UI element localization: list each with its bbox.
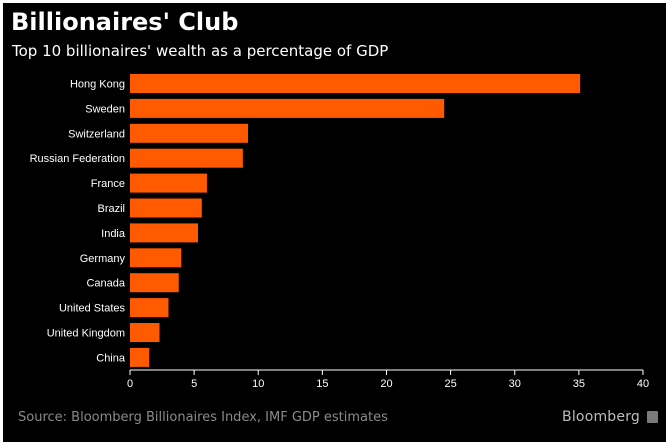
source-note: Source: Bloomberg Billionaires Index, IM… [18,410,388,425]
bar-india [130,223,198,243]
x-tick-label: 30 [509,378,521,390]
bar-russian-federation [130,148,243,168]
bar-france [130,173,207,193]
category-label: United States [59,303,126,315]
bar-brazil [130,198,202,218]
bar-united-kingdom [130,323,160,342]
category-label: Canada [86,278,125,290]
bar-united-states [130,298,169,318]
bloomberg-mark-icon [647,411,658,423]
category-label: India [101,228,126,240]
bar-germany [130,248,182,268]
bar-chart: Hong Kong Sweden Switzerland Russian Federa… [30,74,649,390]
chart-subtitle: Top 10 billionaires' wealth as a percent… [12,42,389,60]
x-tick-label: 20 [380,378,392,390]
category-label: United Kingdom [47,328,125,340]
bloomberg-logo: Bloomberg [562,409,640,425]
x-tick-label: 40 [637,378,649,390]
x-tick-label: 15 [316,378,328,390]
x-tick-label: 0 [127,378,133,390]
category-label: China [96,352,126,364]
x-tick-label: 10 [252,378,264,390]
category-label: Switzerland [68,128,125,140]
category-label: Sweden [85,103,125,115]
x-tick-label: 35 [573,378,585,390]
x-tick-label: 25 [445,378,457,390]
category-label: Brazil [97,203,125,215]
bar-switzerland [130,123,248,143]
category-label: Hong Kong [70,79,125,91]
bar-china [130,347,150,367]
chart-panel: Billionaires' Club Top 10 billionaires' … [3,3,666,442]
category-label: France [91,178,125,190]
category-label: Russian Federation [30,153,125,165]
x-tick-label: 5 [191,378,197,390]
bar-canada [130,273,179,293]
bar-sweden [130,98,445,118]
category-label: Germany [80,253,126,265]
bar-hong-kong [130,74,581,93]
chart-title: Billionaires' Club [11,8,239,36]
